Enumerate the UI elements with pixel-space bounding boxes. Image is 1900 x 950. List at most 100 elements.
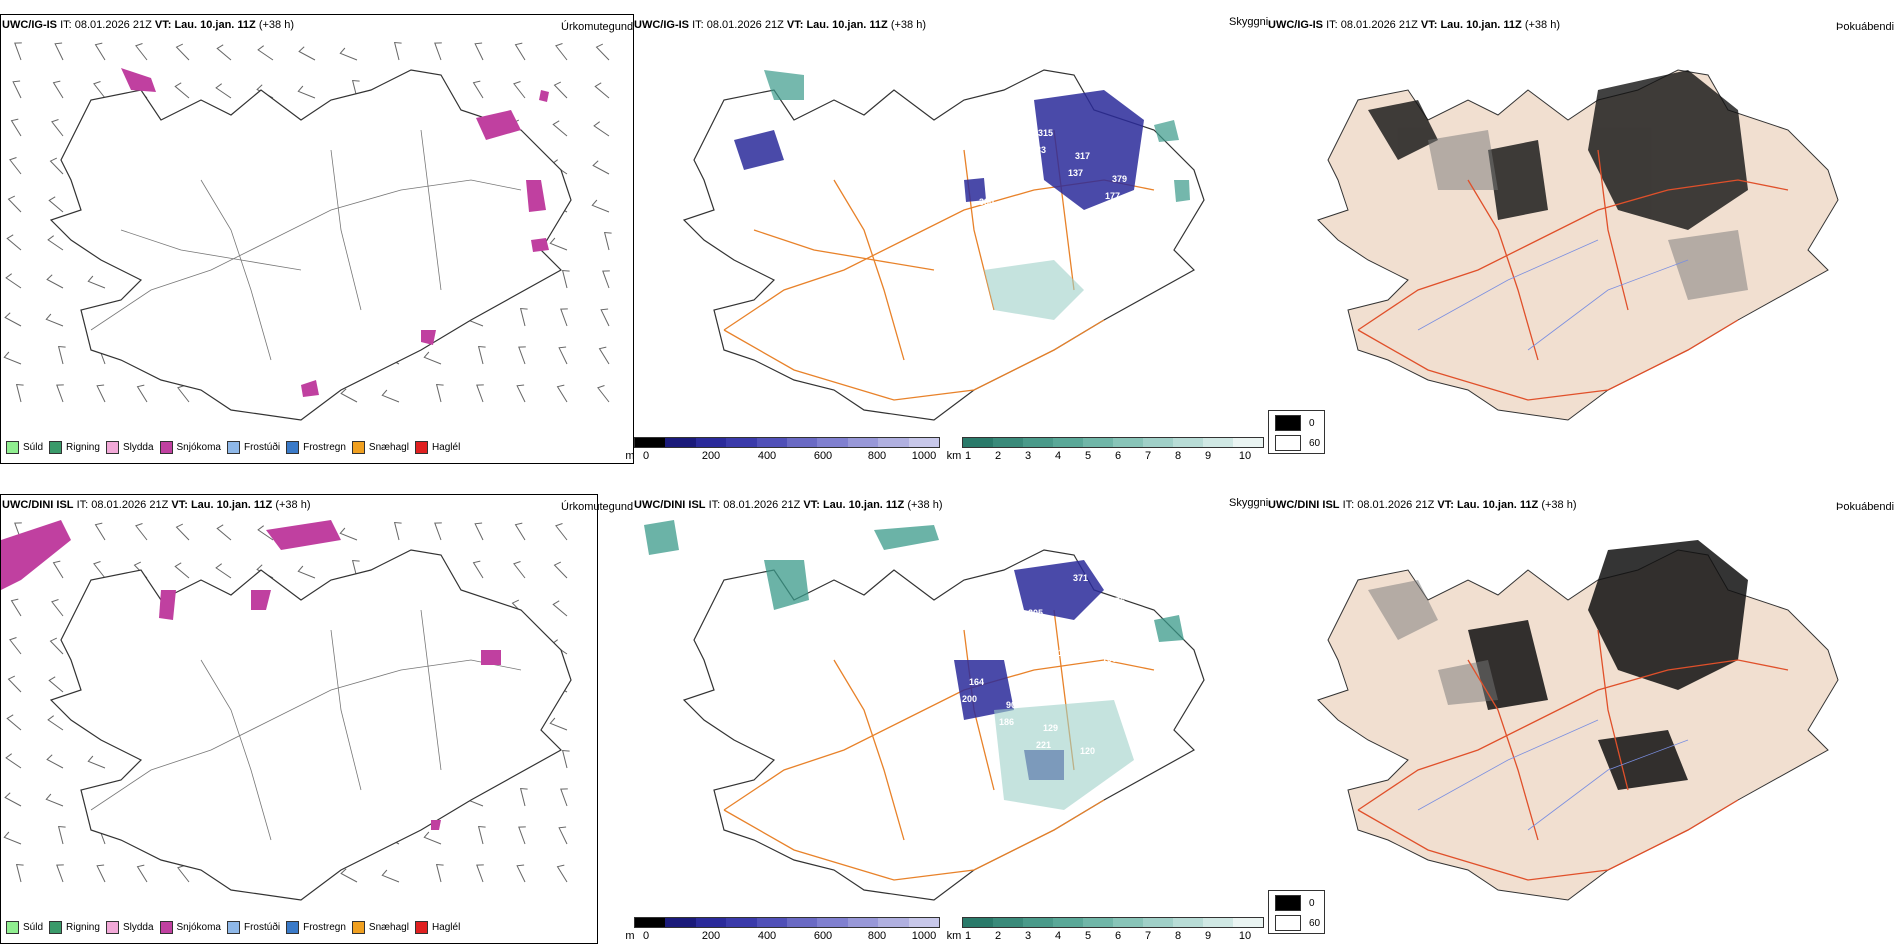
cloud-base-label: 90 xyxy=(1006,700,1016,710)
visibility-ticks: km 1 2 3 4 5 6 7 8 9 10 xyxy=(946,450,1252,462)
cloud-base-labels: 388 384 315 317 379 330 288 201 328 335 168 133 137 1… xyxy=(964,82,1142,276)
cloud-base-colorbar-bottom: m 0 200 400 600 800 1000 xyxy=(625,917,940,942)
cloud-base-label: 201 xyxy=(1053,243,1068,253)
cloud-base-label: 384 xyxy=(1001,105,1016,115)
fog-legend-light: 60 xyxy=(1275,915,1320,931)
cloud-base-label: 145 xyxy=(1117,579,1132,589)
snow-cells xyxy=(121,68,549,397)
row1-header: UWC/IG-IS IT: 08.01.2026 21Z VT: Lau. 10… xyxy=(2,19,295,31)
fog-areas xyxy=(984,260,1084,320)
row2-fog-title: Þokuábendi xyxy=(1836,501,1895,513)
legend-swatch xyxy=(105,921,119,934)
legend-item: Súld xyxy=(6,921,43,934)
fog-swatch-dark xyxy=(1275,895,1301,911)
fog-areas xyxy=(994,700,1134,810)
fog-legend-dark: 0 xyxy=(1275,415,1315,431)
cloud-base-label: 169 xyxy=(1058,648,1073,658)
row2-cloud-header: UWC/DINI ISL IT: 08.01.2026 21Z VT: Lau.… xyxy=(634,499,943,511)
legend-item: Haglél xyxy=(414,921,460,934)
fog-legend-bottom: 0 60 xyxy=(1268,890,1325,934)
cloud-base-label: 379 xyxy=(1112,174,1127,184)
cloud-base-label: 137 xyxy=(1068,168,1083,178)
cloud-base-label: 190 xyxy=(1102,654,1117,664)
fog-map-top xyxy=(1317,69,1839,421)
legend-item: Slydda xyxy=(105,921,154,934)
cloud-base-label: 320 xyxy=(954,562,969,572)
legend-swatch xyxy=(414,921,428,934)
legend-item: Slydda xyxy=(105,441,154,454)
visibility-gradient xyxy=(962,917,1264,928)
row1-precip-title: Úrkomutegund xyxy=(561,21,634,33)
rivers xyxy=(1417,239,1689,351)
fog-grey-areas xyxy=(1428,130,1748,300)
fog-legend-top: 0 60 xyxy=(1268,410,1325,454)
cloud-base-label: 388 xyxy=(964,82,979,92)
cloud-base-label: 205 xyxy=(1028,608,1043,618)
cloud-base-label: 168 xyxy=(994,122,1009,132)
legend-swatch xyxy=(6,441,19,454)
legend-swatch xyxy=(6,921,19,934)
visibility-colorbar-top: km 1 2 3 4 5 6 7 8 9 10 xyxy=(946,437,1264,462)
legend-swatch xyxy=(105,441,119,454)
fog-legend-light: 60 xyxy=(1275,435,1320,451)
precip-type-map-bottom xyxy=(1,520,572,901)
visibility-colorbar-bottom: km 1 2 3 4 5 6 7 8 9 10 xyxy=(946,917,1264,942)
legend-item: Haglél xyxy=(414,441,460,454)
fog-dark-areas xyxy=(1368,70,1748,230)
row1-model: UWC/IG-IS xyxy=(2,19,57,31)
visibility-areas xyxy=(764,70,1190,202)
precip-legend-top: Súld Rigning Slydda Snjókoma Frostúði Fr… xyxy=(6,441,460,454)
row2-fog-header: UWC/DINI ISL IT: 08.01.2026 21Z VT: Lau.… xyxy=(1268,499,1577,511)
cloud-base-label: 146 xyxy=(1021,625,1036,635)
row1-fog-title: Þokuábendi xyxy=(1836,21,1895,33)
cloud-base-label: 154 xyxy=(1065,631,1080,641)
legend-swatch xyxy=(226,441,240,454)
cloud-base-label: 221 xyxy=(1036,740,1051,750)
precip-type-map-top xyxy=(3,41,612,421)
legend-swatch xyxy=(226,921,240,934)
cloud-base-label: 129 xyxy=(1043,723,1058,733)
cloud-base-gradient xyxy=(634,917,940,928)
legend-item: Snjókoma xyxy=(159,921,221,934)
rivers xyxy=(1417,719,1689,831)
legend-item: Snjókoma xyxy=(159,441,221,454)
roads-network xyxy=(90,129,522,361)
cloud-base-label: 177 xyxy=(1105,191,1120,201)
legend-item: Snæhagl xyxy=(351,921,409,934)
cloud-base-label: 288 xyxy=(1016,220,1031,230)
cloud-base-label: 120 xyxy=(1080,746,1095,756)
legend-item: Súld xyxy=(6,441,43,454)
row1-cloud-title: Skyggni xyxy=(1229,16,1269,28)
fog-legend-dark: 0 xyxy=(1275,895,1315,911)
visibility-gradient xyxy=(962,437,1264,448)
row2-precip-title: Úrkomutegund xyxy=(561,501,634,513)
precip-type-panel-bottom xyxy=(0,494,598,944)
row2-header: UWC/DINI ISL IT: 08.01.2026 21Z VT: Lau.… xyxy=(2,499,311,511)
fog-map-bottom xyxy=(1317,540,1839,901)
cloud-base-label: 371 xyxy=(1073,573,1088,583)
row1-cloud-header: UWC/IG-IS IT: 08.01.2026 21Z VT: Lau. 10… xyxy=(634,19,927,31)
fog-swatch-light xyxy=(1275,435,1301,451)
legend-swatch xyxy=(286,441,300,454)
cloud-base-label: 143 xyxy=(984,602,999,612)
legend-item: Frostregn xyxy=(286,921,346,934)
cloud-base-label: 133 xyxy=(1031,145,1046,155)
iceland-outline xyxy=(682,549,1205,901)
cloud-base-label: 328 xyxy=(1090,266,1105,276)
cloud-base-ticks: m 0 200 400 600 800 1000 xyxy=(625,930,937,942)
cloud-base-label: 165 xyxy=(1095,671,1110,681)
cloud-base-label: 200 xyxy=(962,694,977,704)
legend-swatch xyxy=(351,921,365,934)
low-cloud-areas xyxy=(734,90,1144,210)
cloud-base-ticks: m 0 200 400 600 800 1000 xyxy=(625,450,937,462)
cloud-base-label: 330 xyxy=(979,197,994,207)
cloud-map-top: 388 384 315 317 379 330 288 201 328 335 168 133 137 1… xyxy=(682,69,1205,421)
fog-swatch-light xyxy=(1275,915,1301,931)
legend-swatch xyxy=(286,921,300,934)
visibility-ticks: km 1 2 3 4 5 6 7 8 9 10 xyxy=(946,930,1252,942)
precip-type-panel-top xyxy=(0,14,634,464)
legend-swatch xyxy=(49,441,63,454)
cloud-base-label: 315 xyxy=(1038,128,1053,138)
fog-grey-areas xyxy=(1368,580,1498,705)
legend-swatch xyxy=(159,441,173,454)
